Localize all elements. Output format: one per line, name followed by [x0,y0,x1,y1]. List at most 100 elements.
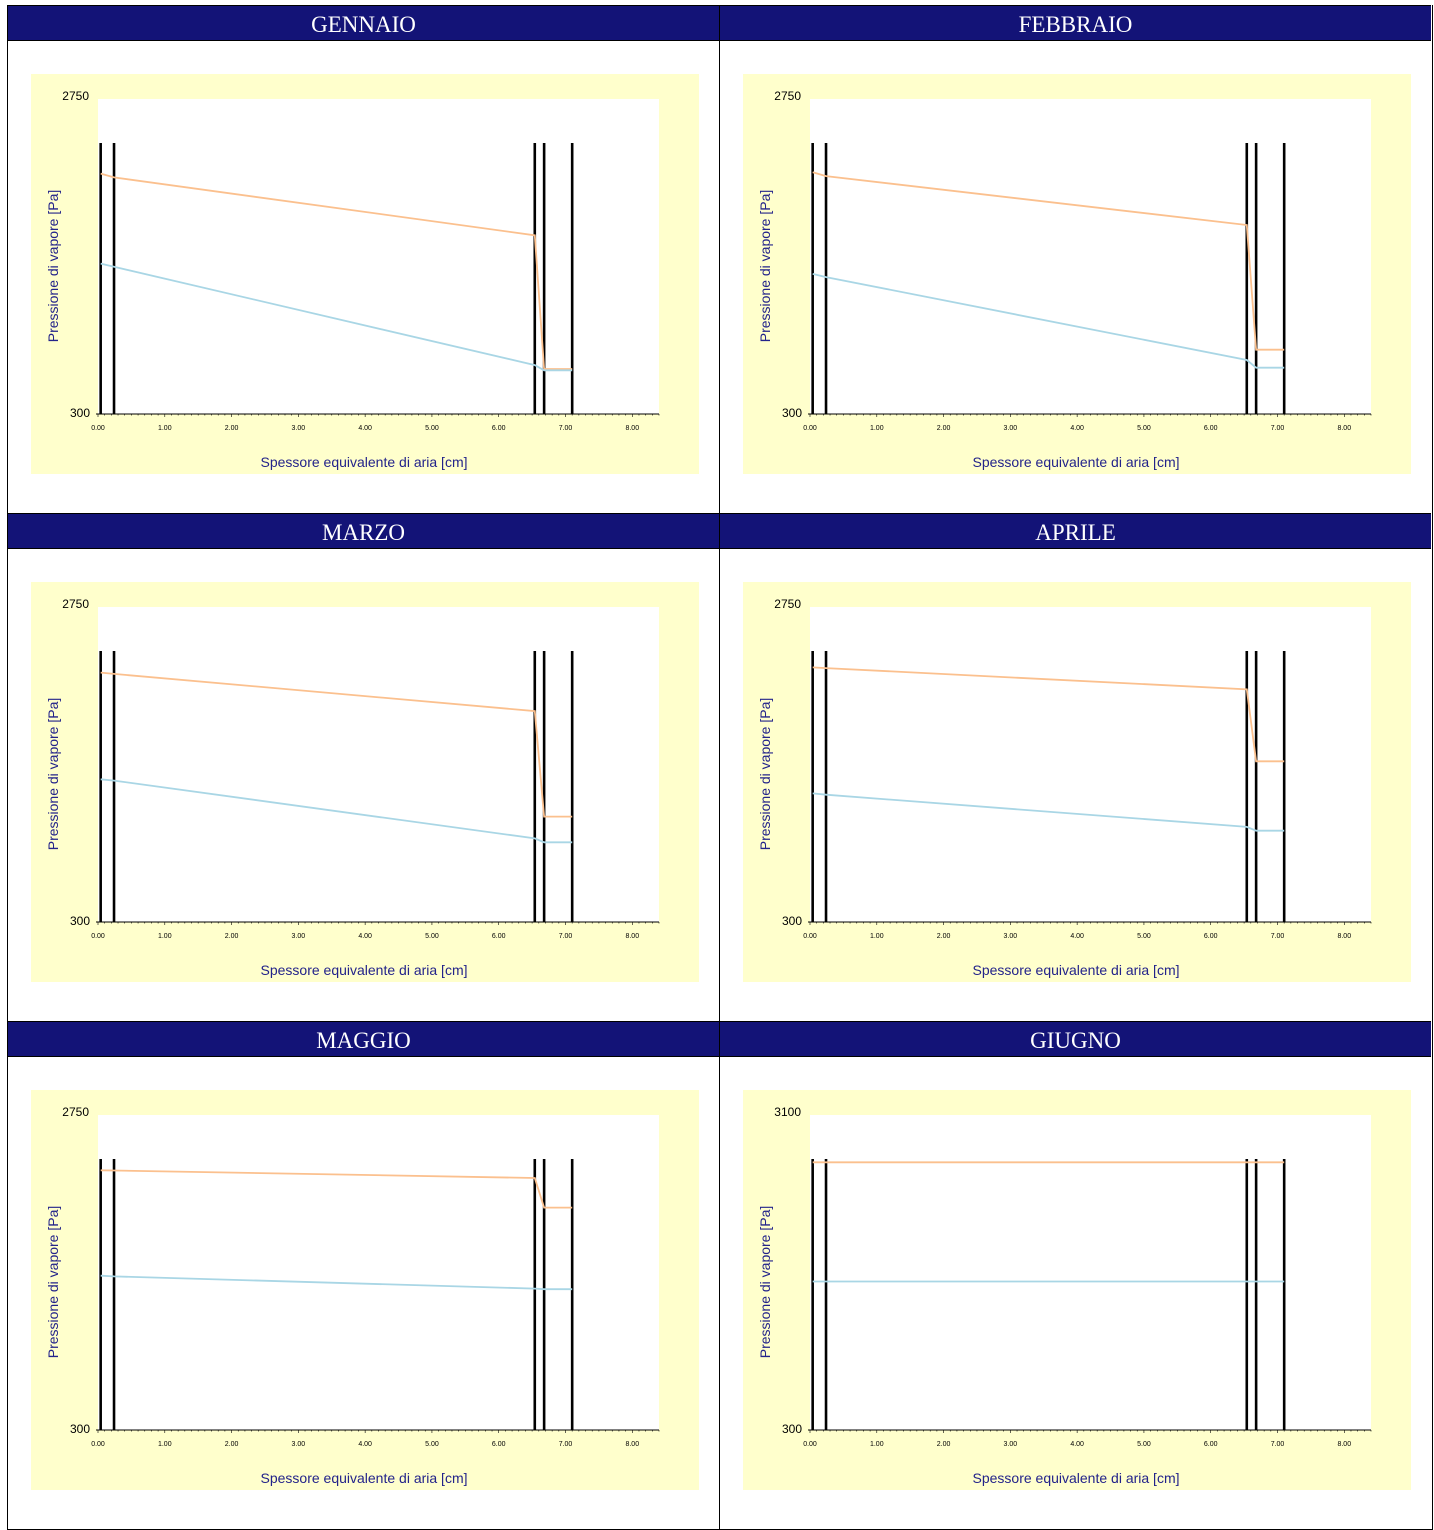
y-tick-label-max: 2750 [774,597,801,611]
x-tick-label: 4.00 [358,933,372,940]
x-tick-label: 2.00 [937,1441,951,1448]
x-tick-label: 8.00 [625,933,639,940]
x-axis-label: Spessore equivalente di aria [cm] [261,454,468,470]
x-tick-label: 0.00 [91,1441,105,1448]
saturation-pressure-line [812,666,1285,763]
month-header: MARZO [8,513,719,549]
x-axis-label: Spessore equivalente di aria [cm] [973,1470,1180,1486]
y-tick-label-min: 300 [70,1422,90,1436]
x-tick-label: 8.00 [1337,933,1351,940]
x-tick-label: 7.00 [1271,1441,1285,1448]
vapor-pressure-chart: 0.00 1.00 2.00 3.00 4.00 5.00 6.00 7.00 8.00 300 2… [31,582,699,982]
plot-area [98,1115,659,1430]
x-tick-label: 7.00 [559,1441,573,1448]
month-header: GIUGNO [720,1021,1431,1057]
x-tick-label: 6.00 [492,933,506,940]
x-tick-label: 5.00 [1137,933,1151,940]
actual-pressure-line [100,778,573,844]
x-tick-label: 1.00 [158,425,172,432]
x-tick-label: 3.00 [1004,425,1018,432]
x-tick-label: 5.00 [1137,425,1151,432]
month-header: MAGGIO [8,1021,719,1057]
x-tick-label: 0.00 [91,933,105,940]
x-tick-label: 3.00 [1004,933,1018,940]
x-tick-label: 1.00 [870,425,884,432]
x-tick-label: 2.00 [225,1441,239,1448]
month-panel-maggio: MAGGIO 0.00 1.00 2.00 3.00 4.00 5.00 6.00 7.00 8… [8,1021,719,1529]
y-tick-label-min: 300 [782,1422,802,1436]
x-axis-label: Spessore equivalente di aria [cm] [261,1470,468,1486]
x-tick-label: 5.00 [425,1441,439,1448]
x-tick-label: 2.00 [937,933,951,940]
x-tick-label: 1.00 [870,1441,884,1448]
month-panel-aprile: APRILE 0.00 1.00 2.00 3.00 4.00 5.00 6.00 7.00 8… [719,513,1431,1021]
month-header: APRILE [720,513,1431,549]
x-tick-label: 3.00 [292,1441,306,1448]
month-panel-marzo: MARZO 0.00 1.00 2.00 3.00 4.00 5.00 6.00 7.00 8.… [8,513,719,1021]
y-tick-label-min: 300 [70,914,90,928]
x-tick-label: 4.00 [358,1441,372,1448]
month-panel-giugno: GIUGNO 0.00 1.00 2.00 3.00 4.00 5.00 6.00 7.00 8… [719,1021,1431,1529]
y-axis-label: Pressione di vapore [Pa] [45,1206,61,1359]
saturation-pressure-line [100,671,573,818]
vapor-pressure-chart: 0.00 1.00 2.00 3.00 4.00 5.00 6.00 7.00 8.00 300 2… [31,74,699,474]
y-tick-label-min: 300 [782,914,802,928]
plot-area [810,607,1371,922]
chart-grid: GENNAIO 0.00 1.00 2.00 3.00 4.00 5.00 6.00 7.00… [7,5,1433,1530]
x-tick-label: 6.00 [492,425,506,432]
x-tick-label: 4.00 [1070,933,1084,940]
y-axis-label: Pressione di vapore [Pa] [757,190,773,343]
y-tick-label-max: 2750 [62,1105,89,1119]
saturation-pressure-line [100,1169,573,1209]
y-tick-label-max: 2750 [774,89,801,103]
actual-pressure-line [812,273,1285,369]
x-tick-label: 7.00 [559,425,573,432]
x-tick-label: 6.00 [492,1441,506,1448]
x-axis-label: Spessore equivalente di aria [cm] [973,962,1180,978]
x-tick-label: 7.00 [559,933,573,940]
y-axis-label: Pressione di vapore [Pa] [757,1206,773,1359]
x-tick-label: 4.00 [358,425,372,432]
chart-row: MAGGIO 0.00 1.00 2.00 3.00 4.00 5.00 6.00 7.00 8… [8,1021,1432,1529]
x-tick-label: 6.00 [1204,1441,1218,1448]
x-tick-label: 1.00 [158,933,172,940]
x-axis-label: Spessore equivalente di aria [cm] [973,454,1180,470]
x-tick-label: 0.00 [803,425,817,432]
x-tick-label: 7.00 [1271,425,1285,432]
x-tick-label: 6.00 [1204,933,1218,940]
month-panel-gennaio: GENNAIO 0.00 1.00 2.00 3.00 4.00 5.00 6.00 7.00… [8,5,719,513]
x-tick-label: 4.00 [1070,1441,1084,1448]
vapor-pressure-chart: 0.00 1.00 2.00 3.00 4.00 5.00 6.00 7.00 8.00 300 2… [743,74,1411,474]
y-axis-label: Pressione di vapore [Pa] [757,698,773,851]
saturation-pressure-line [812,171,1285,351]
vapor-pressure-chart: 0.00 1.00 2.00 3.00 4.00 5.00 6.00 7.00 8.00 300 2… [743,582,1411,982]
x-tick-label: 1.00 [870,933,884,940]
x-tick-label: 8.00 [1337,1441,1351,1448]
x-tick-label: 5.00 [425,425,439,432]
x-tick-label: 3.00 [1004,1441,1018,1448]
x-tick-label: 0.00 [803,1441,817,1448]
vapor-pressure-chart: 0.00 1.00 2.00 3.00 4.00 5.00 6.00 7.00 8.00 300 2… [31,1090,699,1490]
month-panel-febbraio: FEBBRAIO 0.00 1.00 2.00 3.00 4.00 5.00 6.00 7.0… [719,5,1431,513]
x-tick-label: 8.00 [1337,425,1351,432]
x-tick-label: 2.00 [225,933,239,940]
chart-row: GENNAIO 0.00 1.00 2.00 3.00 4.00 5.00 6.00 7.00… [8,5,1432,513]
x-tick-label: 4.00 [1070,425,1084,432]
y-tick-label-max: 3100 [774,1105,801,1119]
saturation-pressure-line [100,172,573,370]
month-header: FEBBRAIO [720,5,1431,41]
month-header: GENNAIO [8,5,719,41]
actual-pressure-line [100,262,573,372]
x-tick-label: 7.00 [1271,933,1285,940]
y-tick-label-min: 300 [70,406,90,420]
vapor-pressure-chart: 0.00 1.00 2.00 3.00 4.00 5.00 6.00 7.00 8.00 300 3… [743,1090,1411,1490]
actual-pressure-line [100,1274,573,1291]
x-axis-label: Spessore equivalente di aria [cm] [261,962,468,978]
actual-pressure-line [812,792,1285,832]
x-tick-label: 0.00 [91,425,105,432]
x-tick-label: 5.00 [1137,1441,1151,1448]
y-tick-label-min: 300 [782,406,802,420]
y-tick-label-max: 2750 [62,597,89,611]
x-tick-label: 2.00 [937,425,951,432]
chart-row: MARZO 0.00 1.00 2.00 3.00 4.00 5.00 6.00 7.00 8.… [8,513,1432,1021]
